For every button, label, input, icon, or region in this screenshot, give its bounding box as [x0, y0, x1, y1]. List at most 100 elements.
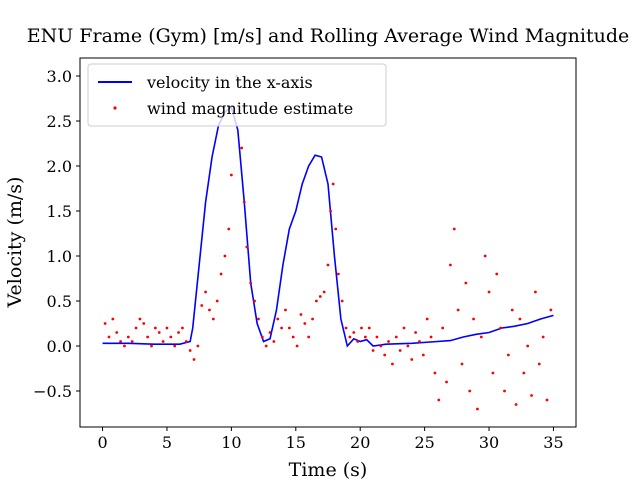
wind-point [522, 371, 526, 375]
wind-point [142, 322, 146, 325]
wind-point [410, 358, 414, 361]
wind-point [208, 308, 211, 312]
wind-point [375, 335, 379, 339]
wind-point [433, 371, 437, 375]
wind-point [227, 227, 231, 231]
x-tick-label: 35 [543, 433, 563, 452]
legend: velocity in the x-axis wind magnitude est… [87, 63, 387, 127]
wind-point [280, 326, 284, 330]
wind-point [398, 349, 402, 352]
wind-point [161, 340, 165, 343]
wind-point [537, 362, 541, 366]
wind-point [264, 344, 268, 348]
axes-frame [79, 57, 577, 428]
wind-point [456, 308, 460, 312]
wind-point [111, 317, 115, 321]
y-tick-label: 1.5 [47, 202, 72, 221]
x-axis-label: Time (s) [289, 459, 368, 480]
wind-point [495, 272, 499, 276]
wind-point [184, 340, 188, 343]
wind-point [518, 317, 522, 321]
x-tick-label: 30 [479, 433, 499, 452]
wind-point [441, 326, 445, 330]
wind-point [146, 335, 150, 339]
y-tick-label: 0.0 [47, 337, 72, 356]
wind-point [344, 326, 348, 330]
wind-point [245, 245, 249, 249]
wind-point [534, 290, 537, 294]
legend-marker [113, 106, 117, 110]
wind-point [425, 317, 429, 321]
velocity-line [102, 106, 554, 348]
wind-point [406, 344, 410, 348]
wind-point [352, 331, 356, 334]
wind-point [464, 281, 468, 285]
y-tick-label: 1.0 [47, 247, 72, 266]
wind-point [503, 389, 506, 393]
wind-point [429, 335, 433, 339]
wind-point [299, 313, 303, 316]
wind-point [391, 362, 394, 366]
wind-point [487, 290, 491, 294]
wind-point [499, 326, 503, 330]
legend-box [87, 63, 387, 127]
wind-point [134, 326, 138, 330]
wind-point [177, 331, 180, 334]
wind-point [322, 290, 326, 294]
wind-point [414, 331, 418, 334]
x-tick-label: 15 [286, 433, 306, 452]
wind-point [387, 340, 390, 343]
wind-point [303, 322, 307, 325]
wind-point [326, 263, 330, 267]
plot-area [102, 74, 554, 411]
y-tick-label: 0.5 [47, 292, 72, 311]
wind-point [506, 353, 510, 357]
wind-point [348, 335, 352, 339]
wind-point [545, 398, 549, 402]
wind-point [260, 335, 264, 339]
wind-point [334, 227, 338, 231]
wind-point [200, 304, 204, 307]
wind-point [157, 331, 161, 334]
wind-point [272, 340, 276, 343]
x-tick-label: 10 [221, 433, 241, 452]
wind-point [360, 326, 363, 330]
wind-point [315, 299, 318, 303]
wind-point [188, 349, 192, 352]
wind-point [295, 344, 299, 348]
wind-point [211, 317, 215, 321]
wind-point [356, 340, 360, 343]
wind-point [115, 331, 119, 334]
wind-point [445, 380, 448, 384]
wind-point [196, 344, 200, 348]
chart-title: ENU Frame (Gym) [m/s] and Rolling Averag… [27, 25, 629, 47]
wind-point [483, 254, 487, 258]
wind-point [284, 308, 287, 312]
wind-point [371, 349, 375, 352]
y-tick-label: 3.0 [47, 67, 72, 86]
wind-point [476, 407, 479, 411]
wind-point [394, 335, 398, 339]
wind-point [549, 308, 553, 312]
wind-point [249, 281, 253, 285]
wind-point [192, 358, 196, 361]
wind-point [514, 403, 518, 406]
wind-point [181, 326, 184, 330]
wind-point [318, 295, 322, 298]
y-tick-label: 2.0 [47, 157, 72, 176]
wind-point [510, 308, 514, 312]
wind-point [526, 344, 530, 348]
x-tick-label: 5 [162, 433, 172, 452]
wind-point [363, 335, 367, 339]
wind-point [153, 326, 157, 330]
wind-point [223, 254, 227, 258]
wind-point [287, 326, 291, 330]
wind-point [311, 317, 314, 321]
wind-point [460, 362, 464, 366]
legend-label: wind magnitude estimate [147, 99, 353, 118]
y-tick-label: −0.5 [33, 382, 72, 401]
wind-point [257, 317, 260, 321]
wind-point [472, 317, 475, 321]
wind-point [491, 371, 495, 375]
